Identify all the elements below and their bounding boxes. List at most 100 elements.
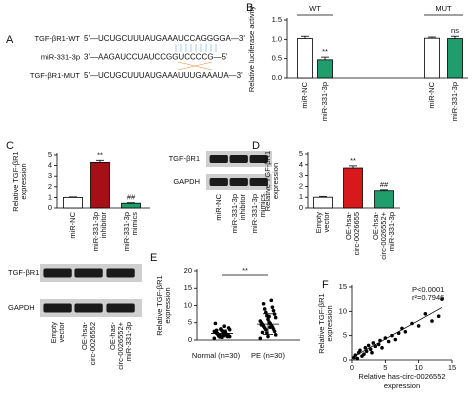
y-tick-label: 1.5 — [272, 15, 282, 24]
data-point — [383, 336, 388, 340]
y-tick-label: 1 — [48, 192, 52, 201]
x-axis-label: Relative has-circ-0026552 — [358, 372, 445, 381]
bar — [447, 38, 463, 79]
significance-label: ## — [380, 180, 389, 189]
x-tick-label: PE (n=30) — [251, 351, 285, 360]
data-point — [403, 329, 408, 334]
y-tick-label: 1 — [299, 192, 303, 201]
x-tick-label: miR-NC — [68, 211, 77, 238]
data-point — [363, 346, 368, 350]
panel-letter: C — [6, 140, 14, 152]
y-tick-label: 5 — [343, 331, 347, 340]
significance-label: ** — [97, 150, 103, 159]
x-tick-label: mimics — [130, 212, 139, 236]
x-tick-label: miR-331-3p — [320, 82, 329, 121]
data-point — [380, 346, 384, 350]
data-point — [223, 330, 228, 334]
blot-column-label: OE-hsa- — [80, 322, 89, 350]
y-tick-label: 2 — [299, 181, 303, 190]
blot-column-label: miR-331-3p — [230, 194, 239, 233]
blot-band — [249, 155, 268, 163]
data-point — [266, 334, 270, 339]
y-tick-label: 15 — [184, 283, 192, 292]
bar — [63, 196, 83, 209]
x-tick-label: miR-331-3p — [450, 82, 459, 121]
blot-band — [106, 268, 135, 278]
y-axis-label: expression — [271, 163, 280, 199]
data-point — [212, 336, 217, 341]
blot-column-label: Empty — [49, 322, 58, 344]
data-point — [260, 330, 265, 335]
stat-label: r²=0.7946 — [412, 293, 444, 302]
blot-column-label: OE-has- — [108, 322, 117, 350]
data-point — [270, 305, 275, 310]
panel-letter: A — [6, 34, 14, 46]
x-tick-label: miR-NC — [427, 81, 436, 108]
blot-column-label: miR-NC — [214, 193, 223, 220]
x-tick-label: vector — [322, 212, 331, 233]
x-tick-label: 10 — [414, 363, 422, 372]
blot-band — [229, 178, 248, 186]
bar — [374, 190, 394, 209]
x-tick-label: OE-hsa- — [371, 212, 380, 240]
y-tick-label: 5 — [48, 150, 52, 159]
pairing-lines — [175, 44, 217, 52]
blot-row-label: TGF-βR1 — [169, 154, 200, 163]
data-point — [440, 297, 444, 301]
data-point — [430, 319, 434, 323]
blot-column-label: circ-0026552+ — [116, 321, 125, 369]
data-point — [436, 314, 441, 319]
x-tick-label: Normal (n=30) — [192, 351, 241, 360]
y-tick-label: 4 — [48, 161, 52, 170]
y-tick-label: 0.5 — [272, 54, 282, 63]
group-label: MUT — [435, 4, 452, 13]
x-tick-label: miR-331-3p — [91, 212, 100, 251]
blot-column-label: vector — [57, 322, 66, 343]
sequence-name: miR-331-3p — [41, 52, 80, 61]
blot-row-label: TGF-βR1 — [8, 268, 39, 277]
bar — [90, 162, 110, 209]
blot-band — [106, 303, 135, 313]
x-tick-label: 15 — [448, 363, 456, 372]
data-point — [226, 326, 231, 330]
significance-label: ** — [322, 47, 328, 56]
data-point — [362, 352, 366, 356]
y-tick-label: 20 — [184, 266, 192, 275]
sequence-name: TGF-βR1-MUT — [30, 71, 81, 80]
sequence: 3'—AAGAUCCUAUCCGGUCCCCG—5' — [84, 53, 228, 62]
data-point — [259, 323, 264, 327]
y-axis-label: expression — [325, 305, 334, 341]
data-point — [273, 315, 278, 320]
bar — [317, 59, 333, 79]
y-axis-label: Relative TGF-βR1 — [11, 151, 20, 211]
panel-letter: F — [322, 279, 329, 291]
blot-band — [74, 303, 103, 313]
significance-label: ns — [451, 26, 459, 35]
blot-band — [209, 155, 228, 163]
data-point — [366, 343, 371, 348]
x-tick-label: inhibitor — [99, 211, 108, 238]
data-point — [268, 325, 273, 330]
y-axis-label: expression — [163, 287, 172, 323]
data-point — [258, 336, 263, 341]
x-tick-label: 5 — [383, 363, 387, 372]
blot-band — [229, 155, 248, 163]
y-tick-label: 1.0 — [272, 34, 282, 43]
blot-band — [249, 178, 268, 186]
blot-band — [43, 268, 72, 278]
y-tick-label: 0 — [188, 335, 192, 344]
y-tick-label: 0 — [48, 203, 52, 212]
data-point — [358, 348, 362, 353]
y-tick-label: 0.0 — [272, 73, 282, 82]
fit-line — [351, 307, 443, 358]
data-point — [264, 310, 268, 315]
data-point — [273, 333, 278, 337]
data-point — [258, 319, 263, 323]
y-tick-label: 0 — [343, 355, 347, 364]
blot-column-label: circ-0026552 — [88, 322, 97, 365]
blot-row-label: GAPDH — [8, 303, 35, 312]
data-point — [214, 328, 219, 333]
data-point — [271, 308, 276, 313]
bar — [424, 37, 440, 79]
